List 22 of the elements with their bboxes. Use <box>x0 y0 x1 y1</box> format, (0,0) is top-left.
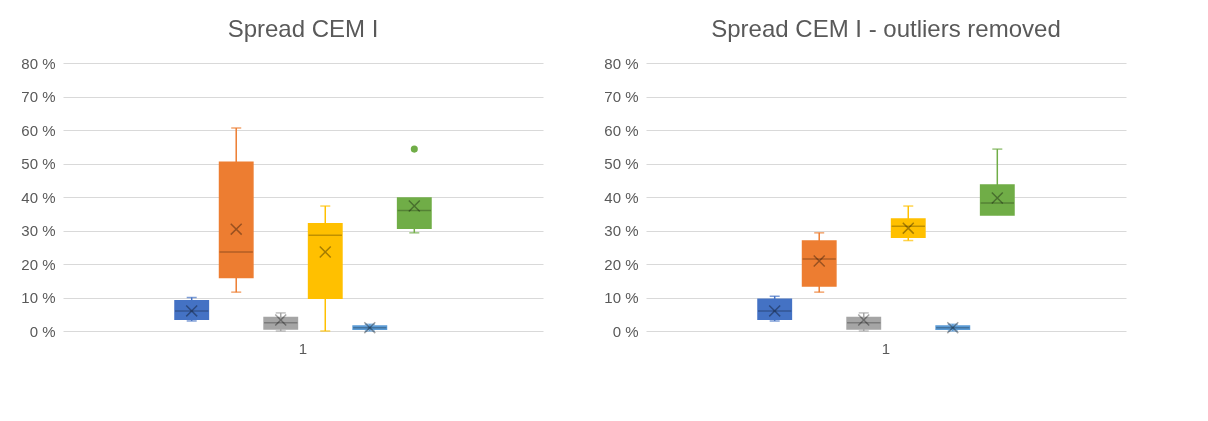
x-tick-label: 1 <box>881 339 891 357</box>
y-tick-label: 20 % <box>21 255 56 273</box>
y-tick-label: 60 % <box>604 121 639 139</box>
y-tick-label: 60 % <box>21 121 56 139</box>
chart-title: Spread CEM I - outliers removed <box>711 15 1061 42</box>
y-tick-label: 50 % <box>604 155 639 172</box>
y-tick-label: 80 % <box>21 54 56 72</box>
y-tick-label: 0 % <box>29 322 56 340</box>
y-tick-label: 70 % <box>604 88 639 105</box>
y-tick-label: 80 % <box>604 54 639 72</box>
y-tick-label: 40 % <box>21 188 56 206</box>
y-tick-label: 30 % <box>604 222 639 239</box>
x-tick-label: 1 <box>298 339 308 357</box>
y-tick-label: 20 % <box>604 255 639 273</box>
y-tick-label: 30 % <box>21 222 56 239</box>
y-tick-label: 70 % <box>21 88 56 105</box>
y-tick-label: 50 % <box>21 155 56 172</box>
y-tick-label: 10 % <box>604 289 639 306</box>
chart-title: Spread CEM I <box>227 15 379 42</box>
y-tick-label: 0 % <box>612 322 639 340</box>
y-tick-label: 40 % <box>604 188 639 206</box>
y-tick-label: 10 % <box>21 289 56 306</box>
